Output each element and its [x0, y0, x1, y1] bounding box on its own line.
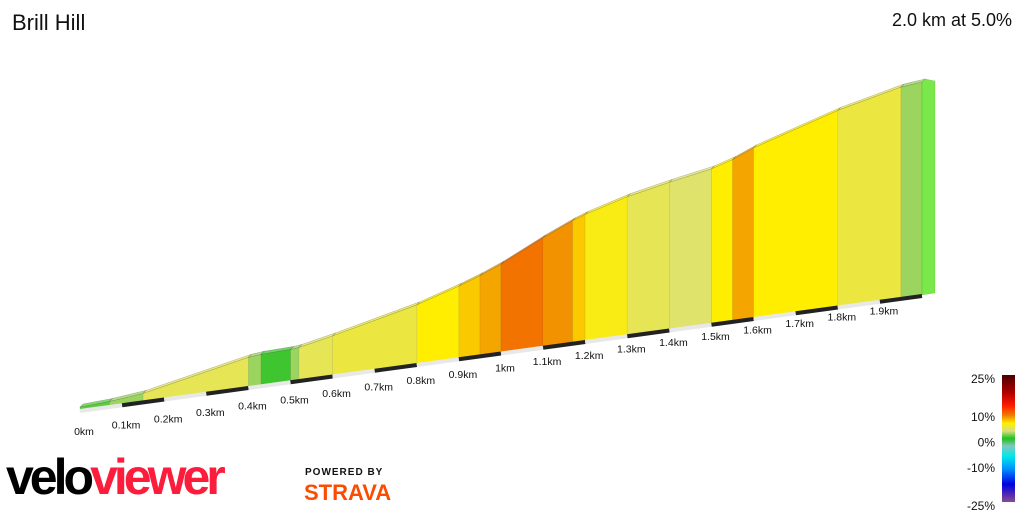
distance-tick-label: 0.8km	[407, 375, 436, 387]
gradient-segment	[542, 219, 573, 348]
axis-dash	[416, 357, 460, 367]
axis-dash	[248, 380, 291, 390]
axis-dash	[332, 368, 375, 379]
distance-tick-label: 0.9km	[449, 369, 478, 381]
gradient-segment	[260, 348, 291, 386]
axis-dash	[795, 305, 839, 316]
veloviewer-logo: veloviewer	[6, 449, 226, 505]
axis-dash	[584, 334, 628, 344]
axis-dash	[669, 322, 712, 333]
gradient-color-bar	[1002, 375, 1015, 502]
axis-dash	[753, 311, 796, 321]
distance-tick-label: 0km	[74, 426, 94, 438]
distance-tick-label: 0.3km	[196, 407, 225, 419]
legend-label: 10%	[971, 410, 995, 424]
legend-label: 0%	[978, 436, 996, 450]
profile-segments	[79, 78, 936, 411]
distance-tick-labels: 0km 0.1km 0.2km 0.3km 0.4km 0.5km 0.6km 0.7km 0.…	[74, 305, 898, 438]
profile-end-face	[921, 78, 936, 296]
gradient-segment	[584, 196, 628, 342]
distance-tick-label: 1km	[495, 363, 515, 375]
distance-tick-label: 0.6km	[322, 388, 351, 400]
distance-tick-label: 1.9km	[870, 305, 899, 317]
distance-tick-label: 0.4km	[238, 401, 267, 413]
axis-dash	[374, 363, 418, 373]
distance-tick-label: 1.2km	[575, 350, 604, 362]
distance-tick-label: 1.4km	[659, 337, 688, 349]
axis-dash	[79, 403, 123, 413]
gradient-segment	[900, 81, 923, 299]
gradient-segment	[626, 181, 670, 336]
axis-dash	[627, 328, 670, 339]
axis-dash	[290, 374, 333, 385]
distance-tick-label: 1.6km	[743, 324, 772, 336]
gradient-segment	[669, 168, 712, 330]
distance-tick-label: 0.5km	[280, 394, 309, 406]
axis-dash	[121, 397, 165, 408]
distance-tick-label: 1.8km	[828, 312, 857, 324]
distance-tick-label: 0.2km	[154, 413, 183, 425]
axis-dash	[711, 317, 754, 327]
climb-title: Brill Hill	[12, 10, 86, 35]
distance-tick-label: 1.3km	[617, 343, 646, 355]
gradient-segment	[500, 236, 544, 353]
gradient-segment	[732, 147, 754, 322]
distance-tick-label: 0.1km	[112, 420, 141, 432]
distance-tick-label: 1.5km	[701, 331, 730, 343]
distance-tick-label: 1.7km	[785, 318, 814, 330]
distance-tick-label: 0.7km	[364, 382, 393, 394]
gradient-segment	[711, 158, 733, 325]
gradient-segment	[290, 346, 300, 382]
axis-dash	[837, 299, 881, 310]
axis-dash	[163, 391, 207, 402]
axis-dash	[206, 386, 249, 396]
distance-tick-label: 1.1km	[533, 356, 562, 368]
powered-by-label: POWERED BY	[305, 467, 384, 478]
gradient-segment	[247, 353, 262, 388]
axis-dash	[542, 340, 586, 350]
strava-logo: STRAVA	[304, 480, 392, 505]
gradient-segment	[416, 285, 460, 365]
gradient-legend: 25% 10% 0% -10% -25%	[967, 372, 1015, 512]
legend-label: -25%	[967, 499, 995, 512]
axis-dash	[500, 345, 544, 356]
gradient-segment	[458, 274, 481, 359]
gradient-segment	[479, 263, 502, 356]
axis-dash	[879, 294, 923, 304]
gradient-segment	[298, 335, 334, 381]
gradient-segment	[837, 86, 902, 307]
axis-dash	[458, 351, 502, 362]
climb-summary: 2.0 km at 5.0%	[891, 10, 1012, 30]
distance-axis	[79, 294, 923, 413]
gradient-segment	[572, 213, 586, 344]
legend-label: 25%	[971, 372, 995, 386]
legend-label: -10%	[967, 461, 995, 475]
